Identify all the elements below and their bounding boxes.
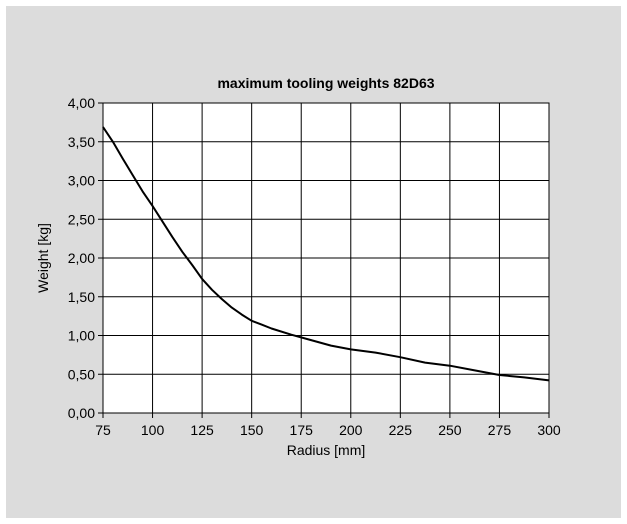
x-tick-label: 250	[438, 422, 462, 438]
x-tick-label: 75	[95, 422, 111, 438]
grid-x	[102, 103, 550, 418]
y-tick-label: 3,50	[68, 134, 95, 150]
x-tick-label: 175	[290, 422, 314, 438]
chart-panel: 75 100 125 150 175 200 225 250 275 300 0,00 0,50 1,…	[6, 6, 621, 518]
series-line	[102, 126, 550, 382]
x-tick-label: 300	[537, 422, 561, 438]
grid-y	[98, 102, 549, 414]
x-tick-label: 200	[339, 422, 363, 438]
x-axis-label: Radius [mm]	[287, 442, 366, 458]
chart: 75 100 125 150 175 200 225 250 275 300 0,00 0,50 1,…	[35, 75, 561, 458]
y-tick-label: 0,00	[68, 405, 95, 421]
y-axis-label: Weight [kg]	[35, 223, 51, 293]
y-axis-ticks: 0,00 0,50 1,00 1,50 2,00 2,50 3,00 3,50 4,00	[68, 95, 95, 421]
x-tick-label: 275	[488, 422, 512, 438]
y-tick-label: 4,00	[68, 95, 95, 111]
y-tick-label: 2,50	[68, 211, 95, 227]
x-tick-label: 100	[141, 422, 165, 438]
y-tick-label: 3,00	[68, 173, 95, 189]
x-tick-label: 125	[190, 422, 214, 438]
y-tick-label: 2,00	[68, 250, 95, 266]
y-tick-label: 0,50	[68, 366, 95, 382]
y-tick-label: 1,50	[68, 289, 95, 305]
series-group	[102, 126, 550, 382]
x-axis-ticks: 75 100 125 150 175 200 225 250 275 300	[95, 422, 561, 438]
chart-title: maximum tooling weights 82D63	[217, 75, 434, 91]
x-tick-label: 150	[240, 422, 264, 438]
x-tick-label: 225	[389, 422, 413, 438]
y-tick-label: 1,00	[68, 328, 95, 344]
